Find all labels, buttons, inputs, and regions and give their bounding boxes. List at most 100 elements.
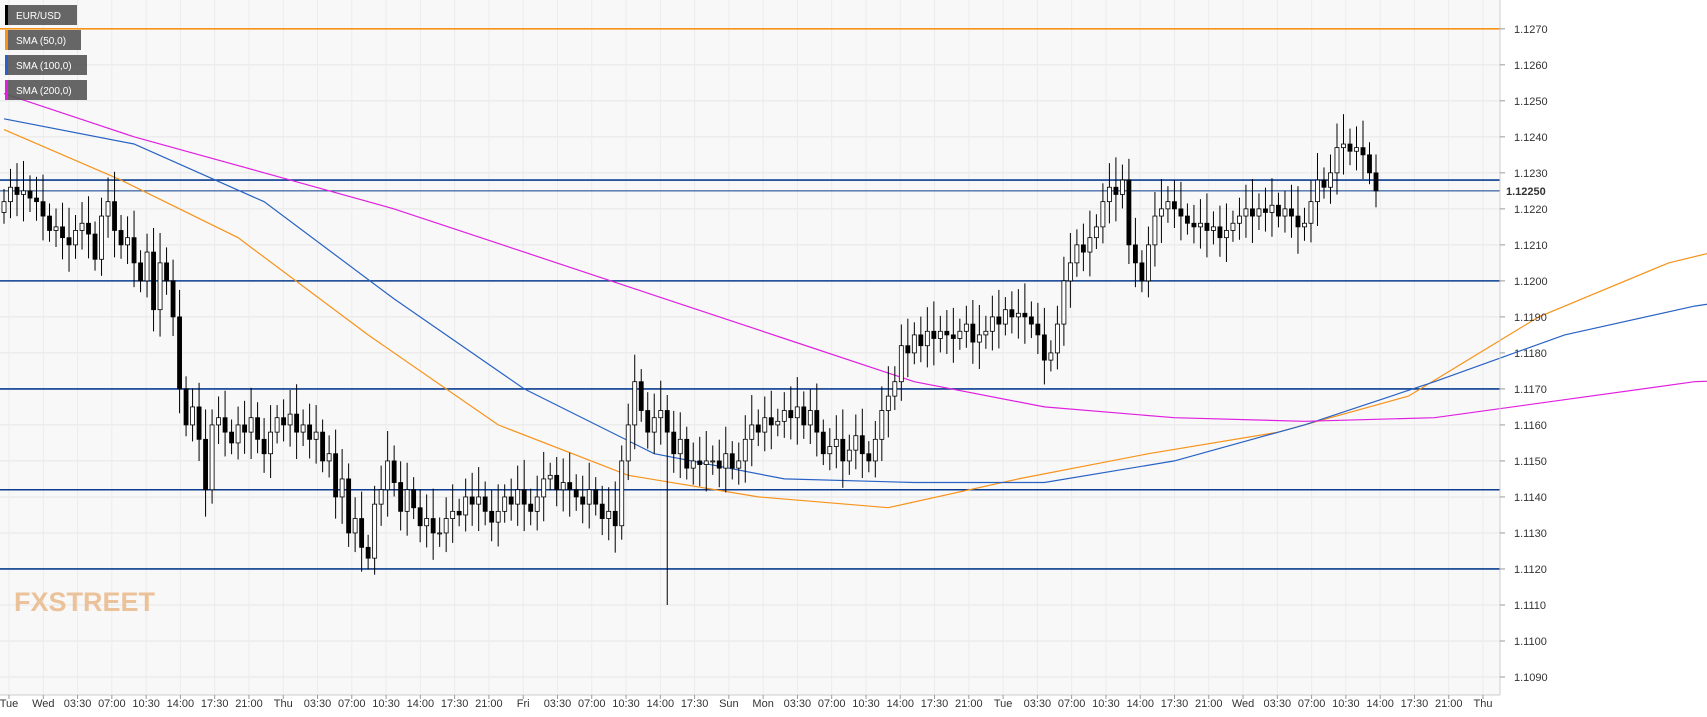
candle-body [1347, 143, 1353, 152]
candle-body [560, 482, 566, 491]
candle-body [190, 406, 195, 426]
candle-body [586, 489, 592, 505]
candle-body [703, 460, 709, 465]
candle-body [378, 489, 384, 505]
candle-body [450, 510, 456, 519]
legend-swatch [5, 80, 8, 100]
y-tick-label: 1.1090 [1514, 672, 1548, 684]
x-tick-label: 03:30 [64, 698, 92, 710]
candle-body [1061, 280, 1067, 325]
x-tick-label: 07:00 [338, 698, 366, 710]
candle-body [1146, 244, 1151, 282]
x-tick-label: 21:00 [235, 698, 263, 710]
candle-body [1250, 208, 1255, 217]
candle-body [911, 334, 917, 354]
candle-body [1198, 222, 1203, 228]
candle-body [736, 460, 742, 469]
x-tick-label: 14:00 [886, 698, 914, 710]
x-tick-label: 10:30 [1332, 698, 1360, 710]
candle-body [508, 496, 514, 505]
candle-body [1087, 237, 1093, 253]
candle-body [651, 417, 657, 433]
candle-body [833, 438, 839, 447]
candle-body [1132, 244, 1138, 264]
candle-body [138, 262, 143, 282]
candle-body [807, 410, 813, 426]
legend-item [5, 55, 87, 75]
legend-label: SMA (100,0) [16, 61, 72, 72]
candle-body [235, 424, 241, 444]
candle-body [255, 417, 261, 440]
candle-body [40, 201, 46, 217]
candle-body [1139, 262, 1145, 282]
y-tick-label: 1.1110 [1514, 600, 1546, 612]
candle-body [619, 460, 625, 527]
candle-body [47, 215, 52, 231]
candle-body [131, 237, 137, 264]
candle-body [92, 233, 98, 260]
x-tick-label: Wed [1232, 698, 1254, 710]
candle-body [164, 262, 169, 282]
candle-body [534, 496, 540, 512]
candle-body [398, 482, 404, 512]
candle-body [248, 417, 254, 433]
candle-body [14, 186, 20, 195]
candle-body [196, 406, 202, 440]
candle-body [1341, 143, 1346, 149]
x-tick-label: 03:30 [304, 698, 332, 710]
candle-body [476, 496, 482, 505]
x-tick-label: 07:00 [98, 698, 126, 710]
legend-item [5, 5, 77, 25]
candle-body [170, 280, 176, 318]
x-tick-label: 10:30 [612, 698, 640, 710]
candle-body [1080, 244, 1086, 253]
candle-body [1048, 352, 1054, 361]
candle-body [723, 453, 729, 469]
y-tick-label: 1.1100 [1514, 636, 1547, 648]
candle-body [567, 482, 573, 491]
watermark-logo: FXSTREET [14, 587, 156, 617]
candle-body [515, 489, 521, 505]
y-tick-label: 1.1230 [1514, 168, 1548, 180]
candle-body [1256, 208, 1262, 217]
candle-body [528, 503, 534, 512]
x-tick-label: Thu [1474, 698, 1493, 710]
candle-body [1282, 208, 1288, 217]
candle-body [222, 417, 228, 433]
axes [0, 0, 1501, 696]
candle-body [352, 518, 358, 534]
candle-body [1237, 215, 1242, 224]
candle-body [209, 424, 215, 491]
candle-body [320, 431, 326, 462]
x-tick-label: 14:00 [407, 698, 435, 710]
candle-body [879, 410, 885, 440]
x-tick-label: 21:00 [1435, 698, 1463, 710]
candle-body [1126, 179, 1132, 246]
x-tick-label: 10:30 [372, 698, 400, 710]
x-tick-label: Sun [719, 698, 739, 710]
candle-body [1269, 204, 1275, 213]
x-tick-label: 03:30 [1024, 698, 1052, 710]
y-tick-label: 1.1170 [1514, 384, 1547, 396]
candle-body [1074, 244, 1080, 264]
candle-body [27, 190, 33, 199]
candle-body [898, 345, 904, 383]
candle-body [872, 438, 878, 462]
candle-body [1360, 147, 1366, 156]
candle-body [1009, 309, 1015, 318]
candle-body [697, 460, 703, 465]
candle-body [300, 424, 306, 433]
candle-body [365, 546, 371, 559]
x-axis-ticks: Tue Wed 03:30 07:00 10:30 14:00 17:30 21:00 Thu 0… [0, 695, 1492, 710]
candle-body [1178, 208, 1184, 217]
candle-body [599, 503, 605, 519]
candle-body [1002, 309, 1008, 325]
candle-body [281, 417, 287, 426]
candle-body [1028, 316, 1034, 325]
candle-body [1276, 204, 1281, 217]
candle-body [1191, 222, 1197, 228]
candle-body [937, 330, 943, 339]
candle-body [638, 381, 644, 411]
candle-body [924, 330, 930, 347]
candle-body [963, 323, 969, 332]
